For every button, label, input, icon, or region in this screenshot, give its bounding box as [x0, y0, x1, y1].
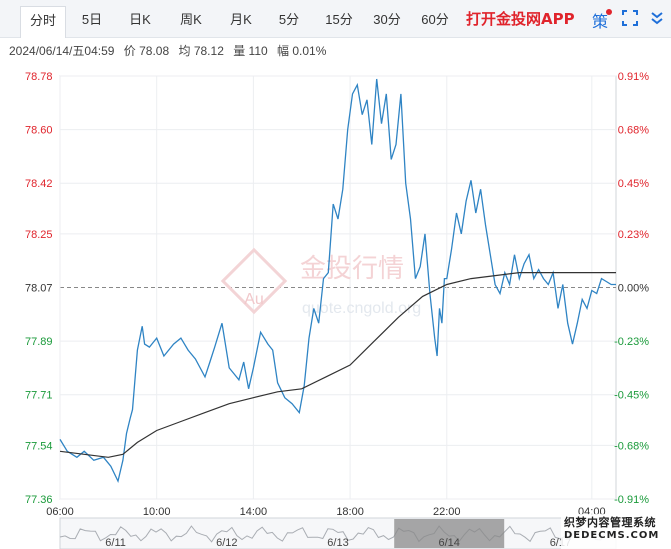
x-tick-label: 10:00: [143, 506, 171, 518]
y-tick-label: 78.60: [25, 125, 53, 137]
watermark-badge-en: DEDECMS.COM: [564, 530, 660, 541]
watermark-logo-text: Au: [244, 291, 264, 308]
x-tick-label: 18:00: [336, 506, 364, 518]
tab-monthly-k[interactable]: 月K: [230, 12, 252, 27]
watermark-en: quote.cngold.org: [302, 300, 421, 317]
quote-average: 均 78.12: [178, 44, 224, 58]
watermark-badge-bg: [561, 514, 671, 549]
y-tick-label: 78.07: [25, 283, 53, 295]
tab-5-day[interactable]: 5日: [81, 12, 103, 27]
x-tick-label: 06:00: [46, 506, 74, 518]
watermark-cn: 金投行情: [300, 253, 404, 283]
range-date-label: 6/13: [327, 537, 348, 549]
range-sparkline: [59, 525, 617, 543]
pct-tick-label: -0.91%: [614, 494, 649, 506]
y-tick-label: 77.71: [25, 390, 53, 402]
pct-tick-label: -0.45%: [614, 390, 649, 402]
pct-tick-label: 0.68%: [618, 125, 649, 137]
notification-dot: [606, 9, 612, 15]
range-navigator[interactable]: [59, 517, 617, 549]
strategy-button[interactable]: 策: [592, 12, 609, 31]
tab-30-min[interactable]: 30分: [373, 12, 401, 27]
open-app-link[interactable]: 打开金投网APP: [466, 10, 575, 28]
tab-60-min[interactable]: 60分: [421, 12, 449, 27]
tab-5-min[interactable]: 5分: [278, 12, 300, 27]
pct-tick-label: -0.68%: [614, 440, 649, 452]
quote-datetime: 2024/06/14/五04:59: [9, 44, 115, 58]
tab-weekly-k[interactable]: 周K: [180, 12, 202, 27]
pct-tick-label: -0.23%: [614, 336, 649, 348]
y-tick-label: 77.36: [25, 494, 53, 506]
tab-daily-k[interactable]: 日K: [129, 12, 151, 27]
y-tick-label: 77.54: [25, 440, 53, 452]
tab-15-min[interactable]: 15分: [325, 12, 353, 27]
average-line: [59, 272, 616, 458]
pct-tick-label: 0.23%: [618, 229, 649, 241]
range-date-label: 6/11: [105, 537, 126, 549]
pct-tick-label: 0.91%: [618, 71, 649, 83]
quote-price: 价 78.08: [123, 44, 170, 58]
watermark-badge-cn: 织梦内容管理系统: [564, 516, 656, 529]
quote-info-bar: 2024/06/14/五04:59 价 78.08 均 78.12 量 110 …: [9, 42, 332, 59]
y-tick-label: 77.89: [25, 336, 53, 348]
y-tick-label: 78.42: [25, 178, 53, 190]
range-selection[interactable]: [394, 519, 505, 548]
range-date-label: 6/14: [438, 537, 459, 549]
intraday-chart[interactable]: 78.78 0.91% 78.60 0.68% 78.42 0.45% 78.25 0.23%…: [0, 62, 671, 549]
fullscreen-icon[interactable]: [622, 10, 638, 26]
y-tick-label: 78.25: [25, 229, 53, 241]
y-tick-label: 78.78: [25, 71, 53, 83]
quote-volume: 量 110: [233, 44, 268, 58]
pct-tick-label: 0.00%: [618, 283, 649, 295]
watermark-logo: [220, 247, 288, 315]
chevron-down-icon[interactable]: [650, 10, 664, 26]
range-date-label: 6/12: [216, 537, 237, 549]
x-tick-label: 22:00: [433, 506, 461, 518]
price-line: [59, 78, 616, 484]
tab-intraday[interactable]: 分时: [20, 6, 66, 38]
x-tick-label: 14:00: [240, 506, 268, 518]
pct-tick-label: 0.45%: [618, 178, 649, 190]
period-tab-bar: 分时 5日 日K 周K 月K 5分 15分 30分 60分 打开金投网APP 策: [0, 0, 671, 38]
quote-change: 幅 0.01%: [277, 44, 327, 58]
